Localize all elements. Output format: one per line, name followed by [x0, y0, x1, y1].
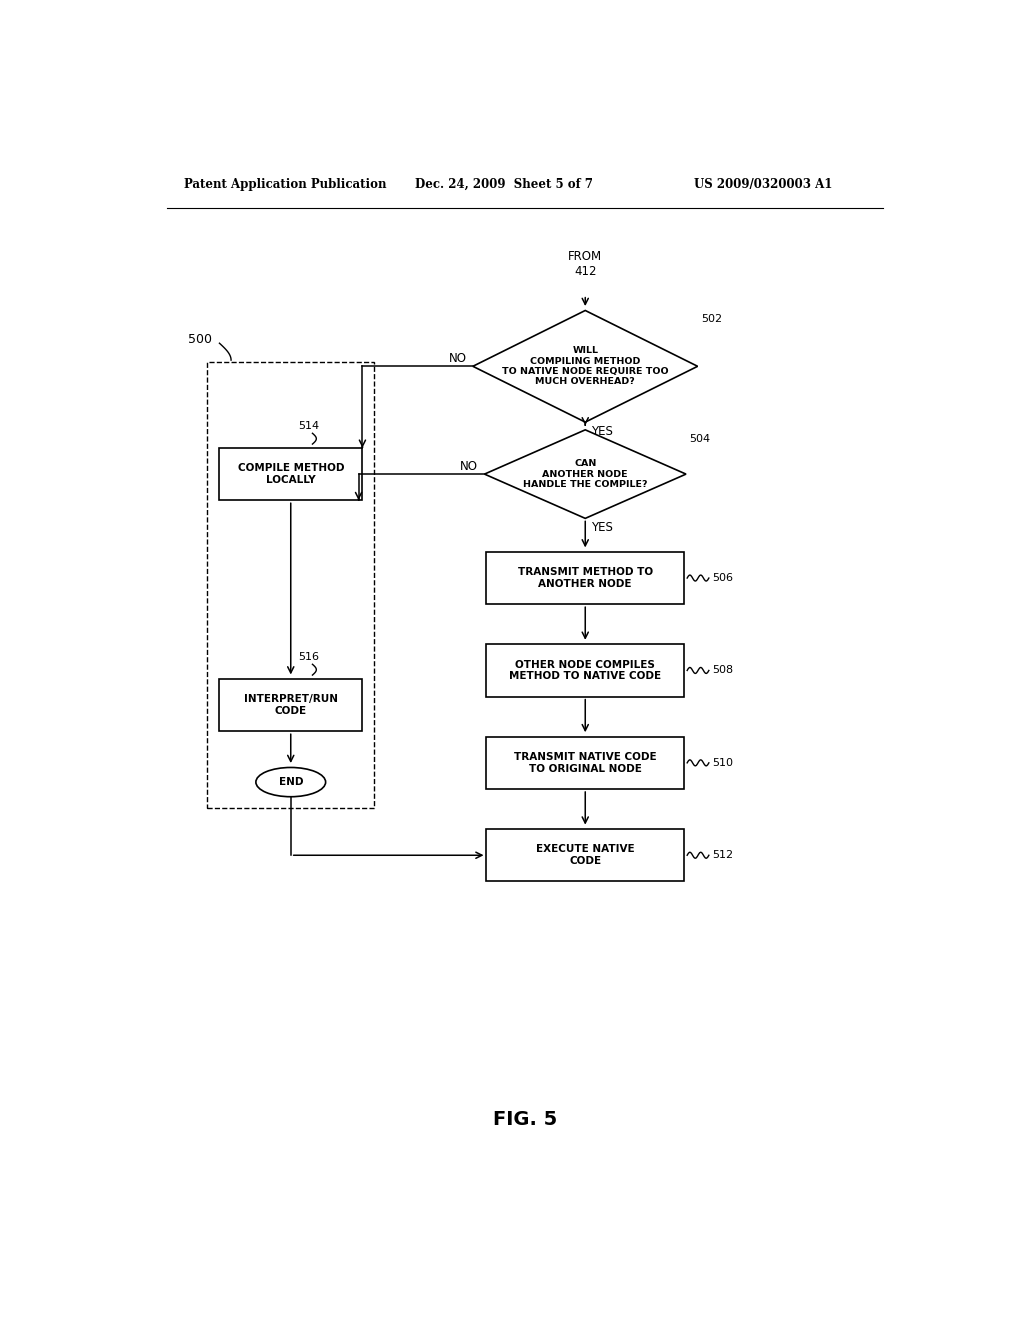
- Text: NO: NO: [449, 352, 467, 366]
- Polygon shape: [473, 310, 697, 422]
- Polygon shape: [484, 430, 686, 519]
- Text: FROM
412: FROM 412: [568, 249, 602, 277]
- Text: 508: 508: [712, 665, 733, 676]
- Text: 500: 500: [188, 333, 212, 346]
- Text: COMPILE METHOD
LOCALLY: COMPILE METHOD LOCALLY: [238, 463, 344, 484]
- Text: TRANSMIT NATIVE CODE
TO ORIGINAL NODE: TRANSMIT NATIVE CODE TO ORIGINAL NODE: [514, 752, 656, 774]
- Bar: [208, 363, 374, 808]
- Bar: [486, 829, 684, 882]
- Text: WILL
COMPILING METHOD
TO NATIVE NODE REQUIRE TOO
MUCH OVERHEAD?: WILL COMPILING METHOD TO NATIVE NODE REQ…: [502, 346, 669, 387]
- Text: YES: YES: [592, 521, 613, 535]
- Text: 506: 506: [712, 573, 733, 583]
- Bar: [219, 447, 362, 500]
- Text: YES: YES: [592, 425, 613, 438]
- Text: 514: 514: [299, 421, 319, 432]
- Text: CAN
ANOTHER NODE
HANDLE THE COMPILE?: CAN ANOTHER NODE HANDLE THE COMPILE?: [523, 459, 647, 488]
- Text: END: END: [279, 777, 303, 787]
- Text: 510: 510: [712, 758, 733, 768]
- Text: FIG. 5: FIG. 5: [493, 1110, 557, 1129]
- Bar: [486, 644, 684, 697]
- Text: INTERPRET/RUN
CODE: INTERPRET/RUN CODE: [244, 694, 338, 715]
- Text: 504: 504: [689, 434, 711, 444]
- Text: Dec. 24, 2009  Sheet 5 of 7: Dec. 24, 2009 Sheet 5 of 7: [415, 178, 593, 190]
- Bar: [219, 678, 362, 731]
- Bar: [486, 737, 684, 789]
- Text: TRANSMIT METHOD TO
ANOTHER NODE: TRANSMIT METHOD TO ANOTHER NODE: [518, 568, 653, 589]
- Text: 516: 516: [299, 652, 319, 663]
- Text: NO: NO: [461, 459, 478, 473]
- Ellipse shape: [256, 767, 326, 797]
- Text: OTHER NODE COMPILES
METHOD TO NATIVE CODE: OTHER NODE COMPILES METHOD TO NATIVE COD…: [509, 660, 662, 681]
- Text: 512: 512: [712, 850, 733, 861]
- Text: EXECUTE NATIVE
CODE: EXECUTE NATIVE CODE: [536, 845, 635, 866]
- Text: US 2009/0320003 A1: US 2009/0320003 A1: [693, 178, 833, 190]
- Text: Patent Application Publication: Patent Application Publication: [183, 178, 386, 190]
- Bar: [486, 552, 684, 605]
- Text: 502: 502: [700, 314, 722, 325]
